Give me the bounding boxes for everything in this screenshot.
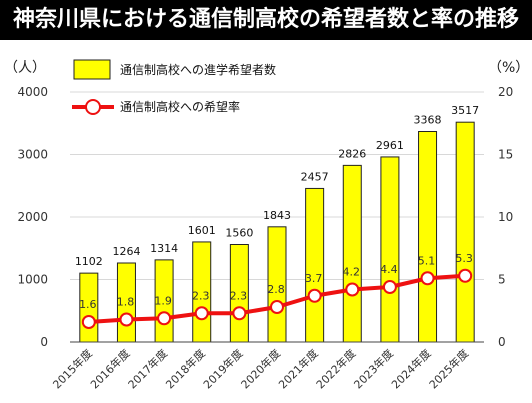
x-tick-label: 2025年度: [426, 346, 471, 391]
x-tick-label: 2022年度: [313, 346, 358, 391]
right-tick-label: 10: [498, 210, 513, 224]
left-tick-label: 1000: [17, 273, 48, 287]
bar-value-label: 2457: [301, 170, 329, 183]
legend: 通信制高校への進学希望者数 通信制高校への希望率: [72, 59, 276, 115]
x-tick-label: 2017年度: [125, 346, 170, 391]
legend-line-label: 通信制高校への希望率: [120, 99, 240, 114]
rate-point: [194, 306, 209, 321]
left-tick-label: 0: [40, 335, 48, 349]
legend-line-marker: [85, 99, 101, 115]
rate-value-label: 1.9: [154, 294, 172, 307]
axes: 01000200030004000051015202015年度2016年度201…: [17, 85, 513, 391]
rate-point: [232, 306, 247, 321]
rate-value-label: 2.3: [230, 289, 248, 302]
right-axis-unit: （%）: [488, 60, 529, 76]
rate-value-label: 1.8: [117, 296, 135, 309]
bar-value-label: 3368: [414, 114, 442, 127]
rate-line: [81, 268, 473, 329]
rate-point: [345, 282, 360, 297]
x-tick-label: 2020年度: [238, 346, 283, 391]
rate-point: [157, 311, 172, 326]
bar: [455, 121, 475, 343]
bar-value-label: 2826: [338, 147, 366, 160]
rate-point: [81, 315, 96, 329]
rate-point: [382, 280, 397, 294]
bar-value-label: 1264: [112, 245, 140, 258]
bar-value-label: 2961: [376, 139, 404, 152]
x-tick-label: 2021年度: [276, 346, 321, 391]
right-tick-label: 20: [498, 85, 513, 99]
bar-value-label: 1601: [188, 224, 216, 237]
left-tick-label: 3000: [17, 148, 48, 162]
data-labels: 1102 1264 1314 1601 1560 1843 2457 2826 2961 3368…: [75, 104, 479, 311]
bar-value-label: 1102: [75, 255, 103, 268]
bar: [305, 187, 325, 343]
left-tick-label: 4000: [17, 85, 48, 99]
right-tick-label: 5: [498, 273, 506, 287]
rate-point: [270, 300, 284, 314]
rate-value-label: 1.6: [79, 298, 97, 311]
bar: [418, 131, 438, 343]
x-tick-label: 2016年度: [87, 346, 132, 391]
bar-value-label: 1314: [150, 242, 178, 255]
rate-point: [420, 271, 435, 286]
bar: [342, 164, 362, 343]
x-tick-label: 2024年度: [388, 346, 433, 391]
rate-value-label: 3.7: [305, 272, 323, 285]
rate-value-label: 5.3: [455, 252, 473, 265]
rate-point: [458, 268, 473, 283]
chart-title: 神奈川県における通信制高校の希望者数と率の推移: [0, 0, 532, 40]
x-tick-label: 2023年度: [351, 346, 396, 391]
rate-value-label: 5.1: [418, 254, 436, 267]
right-tick-label: 0: [498, 335, 506, 349]
x-tick-label: 2015年度: [50, 346, 95, 391]
rate-value-label: 2.8: [267, 283, 285, 296]
chart: 01000200030004000051015202015年度2016年度201…: [4, 59, 529, 391]
legend-bar-swatch: [73, 59, 111, 80]
rate-point: [119, 312, 134, 327]
x-tick-label: 2018年度: [163, 346, 208, 391]
left-tick-label: 2000: [17, 210, 48, 224]
rate-value-label: 4.4: [380, 263, 398, 276]
legend-bar-label: 通信制高校への進学希望者数: [120, 62, 276, 77]
bar-value-label: 3517: [451, 104, 479, 117]
bar: [380, 156, 400, 343]
rate-value-label: 2.3: [192, 289, 210, 302]
right-tick-label: 15: [498, 148, 513, 162]
left-axis-unit: （人）: [4, 60, 46, 76]
bar-value-label: 1560: [225, 227, 253, 240]
bar-value-label: 1843: [263, 209, 291, 222]
x-tick-label: 2019年度: [200, 346, 245, 391]
rate-point: [307, 288, 322, 303]
rate-value-label: 4.2: [343, 266, 361, 279]
